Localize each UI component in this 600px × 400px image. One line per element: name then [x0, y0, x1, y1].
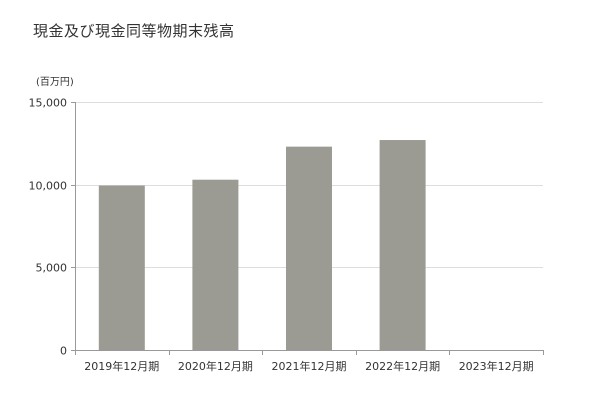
chart-title: 現金及び現金同等物期末残高 [33, 22, 235, 40]
unit-label: (百万円) [36, 76, 74, 88]
y-tick-labels: 0 5,000 10,000 15,000 [29, 97, 68, 358]
x-tick-label: 2021年12月期 [272, 359, 347, 373]
y-tick-label: 5,000 [36, 262, 68, 275]
x-tick-label: 2019年12月期 [84, 359, 159, 373]
y-tick-label: 0 [60, 345, 67, 358]
axes [71, 102, 544, 355]
x-tick-labels: 2019年12月期 2020年12月期 2021年12月期 2022年12月期 2023… [84, 359, 533, 373]
bar [379, 140, 426, 350]
bar [192, 179, 239, 350]
x-tick-label: 2023年12月期 [459, 359, 534, 373]
y-tick-label: 15,000 [29, 97, 68, 110]
y-tick-label: 10,000 [29, 180, 68, 193]
bars [98, 140, 426, 350]
x-tick-label: 2022年12月期 [365, 359, 440, 373]
bar [286, 146, 332, 350]
bar [98, 185, 145, 350]
x-tick-label: 2020年12月期 [178, 359, 253, 373]
